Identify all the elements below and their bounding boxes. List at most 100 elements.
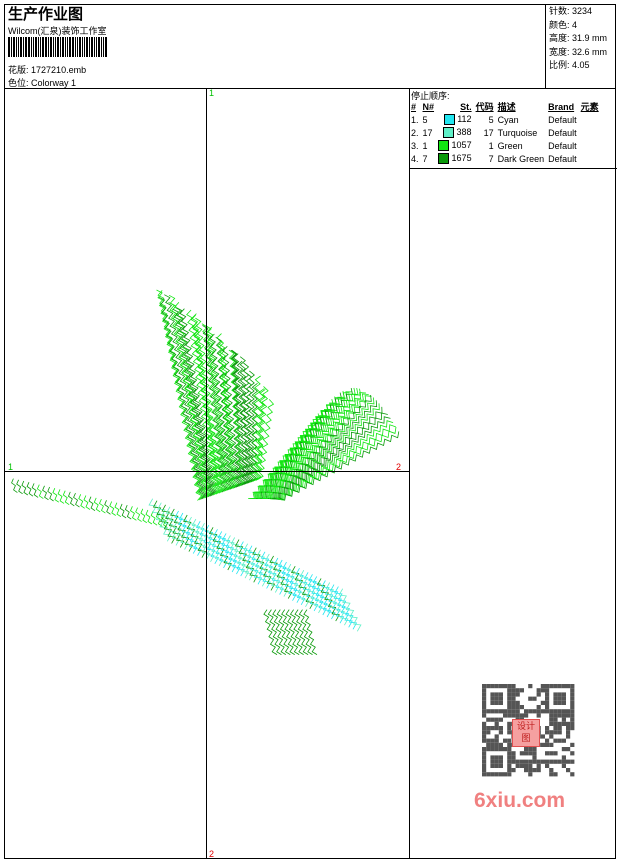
stitch-run [294, 609, 309, 655]
stitch-run [321, 580, 345, 624]
stitch-run [256, 549, 280, 593]
stitch-run [325, 582, 349, 626]
stitch-run [228, 349, 245, 487]
stop-sequence-label: 停止顺序: [411, 91, 450, 101]
color-brand: Default [548, 114, 577, 125]
stitch-run [156, 289, 203, 501]
color-swatch [443, 114, 455, 126]
stitch-run [52, 488, 60, 503]
stitch-run [152, 500, 176, 544]
color-row: 3. 1 1057 1 Green Default [409, 139, 601, 152]
stitch-run [68, 491, 75, 507]
marker-right: 2 [396, 462, 402, 472]
stitch-run [99, 498, 106, 514]
stitch-run [88, 496, 96, 512]
stitch-run [316, 578, 340, 622]
color-row: 4. 7 1675 7 Dark Green Default [409, 152, 601, 165]
color-count: 颜色: 4 [549, 19, 578, 30]
color-description: Green [497, 140, 523, 151]
stitch-run [295, 568, 319, 612]
stitch-run [140, 508, 148, 524]
stitch-run [157, 502, 181, 546]
stitch-run [157, 290, 204, 501]
row-index: 1. [411, 114, 419, 125]
stitch-run [158, 296, 206, 500]
color-code: 17 [483, 127, 494, 138]
color-description: Dark Green [497, 153, 545, 164]
col-header: Brand [548, 101, 575, 112]
stitch-run [271, 403, 380, 500]
stitch-run [255, 389, 266, 481]
stitch-run [334, 586, 358, 630]
stitch-run [191, 313, 220, 495]
stitch-run [31, 483, 39, 498]
crosshair-horizontal [5, 471, 409, 472]
crosshair-vertical [206, 89, 207, 859]
stitch-run [303, 572, 327, 616]
stitch-run [282, 561, 306, 605]
col-header: St. [460, 101, 472, 112]
color-code: 1 [488, 140, 494, 151]
color-swatch [438, 140, 450, 152]
stitch-run [190, 314, 222, 495]
stitch-run [298, 609, 313, 655]
stitch-run [21, 480, 29, 496]
divider [409, 168, 617, 169]
col-header: 元素 [580, 102, 599, 112]
worksheet-frame [4, 4, 616, 859]
stitch-run [289, 609, 304, 655]
stitch-run [262, 388, 359, 500]
design-value: 1727210.emb [31, 65, 87, 75]
stitch-run [230, 537, 254, 581]
stitch-run [148, 498, 172, 542]
stitch-count: 388 [456, 126, 472, 137]
stitch-run [195, 521, 220, 564]
divider [4, 88, 616, 89]
color-description: Turquoise [497, 127, 538, 138]
stitch-run [165, 506, 189, 550]
stitch-run [260, 551, 284, 595]
stitch-run [155, 512, 163, 527]
stitch-run [119, 503, 127, 519]
stitch-run [260, 388, 353, 499]
stitch-run [124, 504, 132, 520]
stitch-run [36, 484, 44, 499]
stitch-run [42, 485, 49, 501]
stitch-run [254, 396, 337, 499]
color-swatch [438, 153, 450, 165]
color-description: Cyan [497, 114, 519, 125]
stitch-run [208, 527, 232, 571]
colorway: 色位: Colorway 1 [8, 76, 76, 89]
stitch-run [263, 609, 278, 655]
watermark-qr: 设计图 6xiu.com [470, 679, 590, 817]
color-swatch [443, 127, 455, 139]
stitch-run [47, 486, 54, 502]
stitch-run [276, 424, 396, 501]
stitch-run [286, 563, 310, 607]
stitch-run [231, 349, 243, 488]
stitch-run [226, 535, 250, 579]
stitch-run [130, 506, 137, 521]
stitch-run [245, 372, 253, 484]
stitch-run [274, 416, 391, 501]
stitch-run [93, 497, 101, 513]
stitch-run [114, 502, 122, 518]
divider [409, 88, 410, 859]
stitch-run [206, 326, 231, 492]
color-brand: Default [548, 153, 577, 164]
stitch-run [275, 420, 394, 501]
stitch-run [183, 514, 207, 558]
stitch-run [178, 512, 202, 556]
row-index: 4. [411, 153, 419, 164]
stitch-run [239, 541, 263, 585]
marker-left: 1 [8, 462, 14, 472]
stitch-run [239, 356, 248, 486]
stitch-run [26, 482, 34, 497]
stitch-run [276, 609, 291, 655]
colorway-label: 色位: [8, 78, 29, 88]
col-header: # [411, 101, 417, 112]
stitch-run [267, 394, 372, 500]
stitch-run [11, 478, 18, 493]
stitch-run [186, 309, 218, 496]
stitch-run [338, 588, 362, 632]
